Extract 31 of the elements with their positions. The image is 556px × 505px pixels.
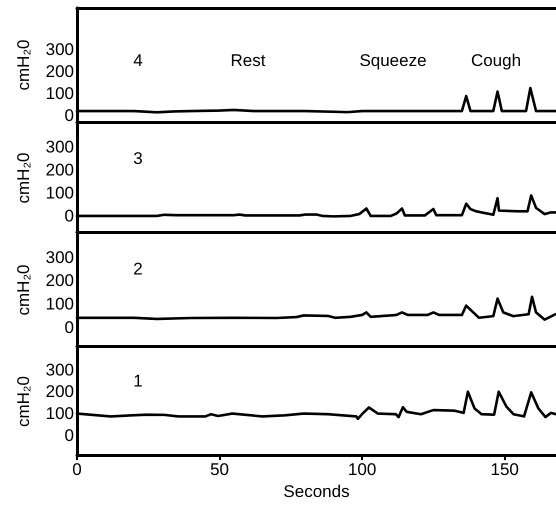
y-tick-label: 200	[46, 271, 74, 290]
annotation: 4	[133, 51, 143, 70]
annotation: Squeeze	[359, 51, 427, 70]
y-axis-title: cmH₂0	[14, 40, 33, 90]
y-tick-label: 100	[46, 183, 74, 202]
y-tick-label: 300	[46, 40, 74, 60]
y-tick-label: 300	[46, 137, 74, 156]
y-tick-label: 100	[46, 294, 74, 314]
annotation: 3	[133, 148, 143, 168]
x-axis-title: Seconds	[283, 482, 350, 501]
y-axis-title: cmH₂0	[14, 264, 33, 316]
y-tick-label: 0	[64, 206, 74, 226]
y-tick-label: 100	[46, 84, 74, 103]
y-tick-label: 300	[46, 248, 74, 267]
x-tick-label: 50	[210, 460, 230, 480]
annotation: Cough	[470, 51, 522, 70]
y-axis-title: cmH₂0	[14, 152, 33, 204]
x-tick-label: 150	[490, 460, 519, 480]
y-axis-title: cmH₂0	[14, 376, 33, 428]
annotation: 1	[133, 371, 143, 390]
y-tick-label: 100	[46, 404, 74, 424]
y-tick-label: 0	[64, 318, 74, 337]
y-tick-label: 0	[64, 426, 74, 445]
y-tick-label: 200	[46, 62, 74, 82]
x-tick-label: 100	[348, 460, 376, 480]
y-tick-label: 300	[46, 360, 74, 380]
annotation: Rest	[230, 51, 266, 70]
y-tick-label: 200	[46, 382, 74, 402]
y-tick-label: 0	[64, 106, 74, 125]
annotation: 2	[133, 260, 143, 278]
y-tick-label: 200	[46, 160, 74, 180]
